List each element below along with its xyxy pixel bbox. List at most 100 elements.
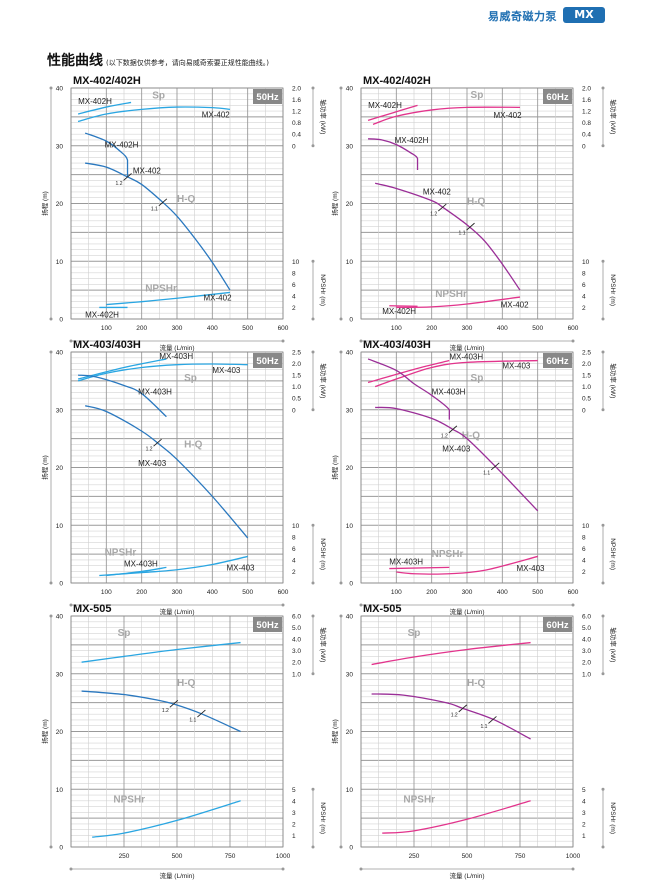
curve-name-hq: H-Q: [177, 678, 196, 689]
npshr-axis-title: NPSHr (m): [319, 274, 326, 306]
axis-end-dot: [601, 144, 605, 148]
axis-end-dot: [49, 614, 53, 618]
series-hq-line: [368, 138, 419, 171]
axis-end-dot: [571, 867, 575, 871]
power-tick-label: 0: [582, 407, 586, 414]
chart-mx403-60hz: MX-403/403H 60Hz 0 10 20 30 40 扬程 (m) 100 200 300 4…: [330, 330, 630, 620]
axis-end-dot: [311, 408, 315, 412]
x-tick-label: 600: [568, 589, 579, 596]
frequency-label: 50Hz: [256, 620, 278, 631]
axis-end-dot: [311, 350, 315, 354]
series-model-label: MX-403: [212, 366, 241, 375]
power-tick-label: 1.0: [292, 671, 301, 678]
series-hq-line: [81, 690, 241, 733]
npshr-axis-title: NPSHr (m): [609, 274, 616, 306]
series-npshr-line: [106, 291, 231, 306]
efficiency-mark: [437, 203, 447, 212]
npshr-tick-label: 8: [292, 534, 296, 541]
y-tick-label: 0: [59, 845, 63, 852]
curve-name-npshr: NPSHr: [145, 283, 177, 294]
series-sp-line: [367, 359, 450, 384]
y-tick-label: 30: [346, 143, 354, 150]
power-tick-label: 1.0: [292, 384, 301, 391]
y-tick-label: 40: [56, 86, 64, 93]
x-tick-label: 600: [278, 589, 289, 596]
series-model-label: MX-403: [502, 362, 531, 371]
x-tick-label: 1000: [276, 853, 291, 860]
series-model-label: MX-402: [423, 187, 452, 196]
power-tick-label: 5.0: [292, 625, 301, 632]
power-tick-label: 1.0: [582, 671, 591, 678]
y-tick-label: 20: [346, 729, 354, 736]
power-tick-label: 1.2: [582, 109, 591, 116]
x-tick-label: 750: [515, 853, 526, 860]
npshr-tick-label: 5: [292, 787, 296, 794]
y-tick-label: 10: [346, 523, 354, 530]
y-tick-label: 30: [346, 407, 354, 414]
y-tick-label: 20: [56, 201, 64, 208]
efficiency-mark: [488, 716, 497, 724]
y-tick-label: 30: [56, 143, 64, 150]
axis-end-dot: [311, 317, 315, 321]
chart-title: MX-402/402H: [73, 75, 141, 87]
npshr-tick-label: 8: [582, 270, 586, 277]
series-sp-line: [77, 106, 231, 123]
npshr-tick-label: 10: [582, 523, 590, 530]
x-tick-label: 100: [391, 589, 402, 596]
power-axis-title: 轴功率 (kW): [609, 627, 618, 662]
x-tick-label: 400: [497, 325, 508, 332]
x-tick-label: 250: [119, 853, 130, 860]
npshr-tick-label: 4: [582, 798, 586, 805]
series-npshr-line: [92, 800, 241, 838]
series-sp-line: [77, 363, 248, 382]
series-sp-line: [374, 359, 538, 388]
efficiency-mark: [490, 462, 500, 471]
y-tick-label: 40: [56, 350, 64, 357]
axis-end-dot: [49, 845, 53, 849]
series-badge: MX: [563, 7, 605, 23]
efficiency-mark-label: 1.1: [483, 470, 490, 476]
series-sp-line: [77, 358, 167, 380]
plot-frame: [360, 615, 574, 848]
frequency-badge: [543, 617, 572, 632]
x-tick-label: 200: [136, 325, 147, 332]
efficiency-mark-label: 1.2: [116, 181, 123, 187]
efficiency-mark: [169, 699, 179, 708]
power-tick-label: 3.0: [582, 648, 591, 655]
axis-end-dot: [311, 144, 315, 148]
axis-end-dot: [359, 603, 363, 607]
power-tick-label: 0: [292, 143, 296, 150]
power-tick-label: 2.0: [582, 86, 591, 93]
axis-end-dot: [339, 317, 343, 321]
power-tick-label: 2.5: [582, 350, 591, 357]
series-model-label: MX-403H: [138, 388, 172, 397]
axis-end-dot: [571, 339, 575, 343]
series-model-label: MX-402H: [78, 97, 112, 106]
power-tick-label: 0: [292, 407, 296, 414]
axis-end-dot: [339, 581, 343, 585]
axis-end-dot: [281, 339, 285, 343]
efficiency-mark-label: 1.2: [146, 447, 153, 453]
series-model-label: MX-402H: [382, 307, 416, 316]
series-model-label: MX-402H: [85, 310, 119, 319]
y-tick-label: 10: [56, 259, 64, 266]
power-tick-label: 1.5: [292, 373, 301, 380]
x-axis-title: 流量 (L/min): [449, 871, 484, 880]
series-hq-line: [374, 182, 521, 291]
efficiency-mark-label: 1.1: [459, 231, 466, 237]
power-tick-label: 0.4: [582, 132, 591, 139]
power-tick-label: 6.0: [582, 614, 591, 621]
y-axis-title: 扬程 (m): [40, 719, 49, 744]
series-sp-line: [367, 104, 418, 121]
axis-end-dot: [311, 787, 315, 791]
npshr-tick-label: 6: [582, 282, 586, 289]
chart-title: MX-505: [73, 603, 112, 615]
npshr-tick-label: 4: [292, 293, 296, 300]
power-tick-label: 2.0: [292, 86, 301, 93]
npshr-tick-label: 2: [292, 821, 296, 828]
efficiency-mark: [466, 222, 475, 231]
section-title-text: 性能曲线: [47, 53, 103, 69]
grid: [70, 615, 284, 848]
grid: [70, 351, 284, 584]
axis-end-dot: [311, 523, 315, 527]
